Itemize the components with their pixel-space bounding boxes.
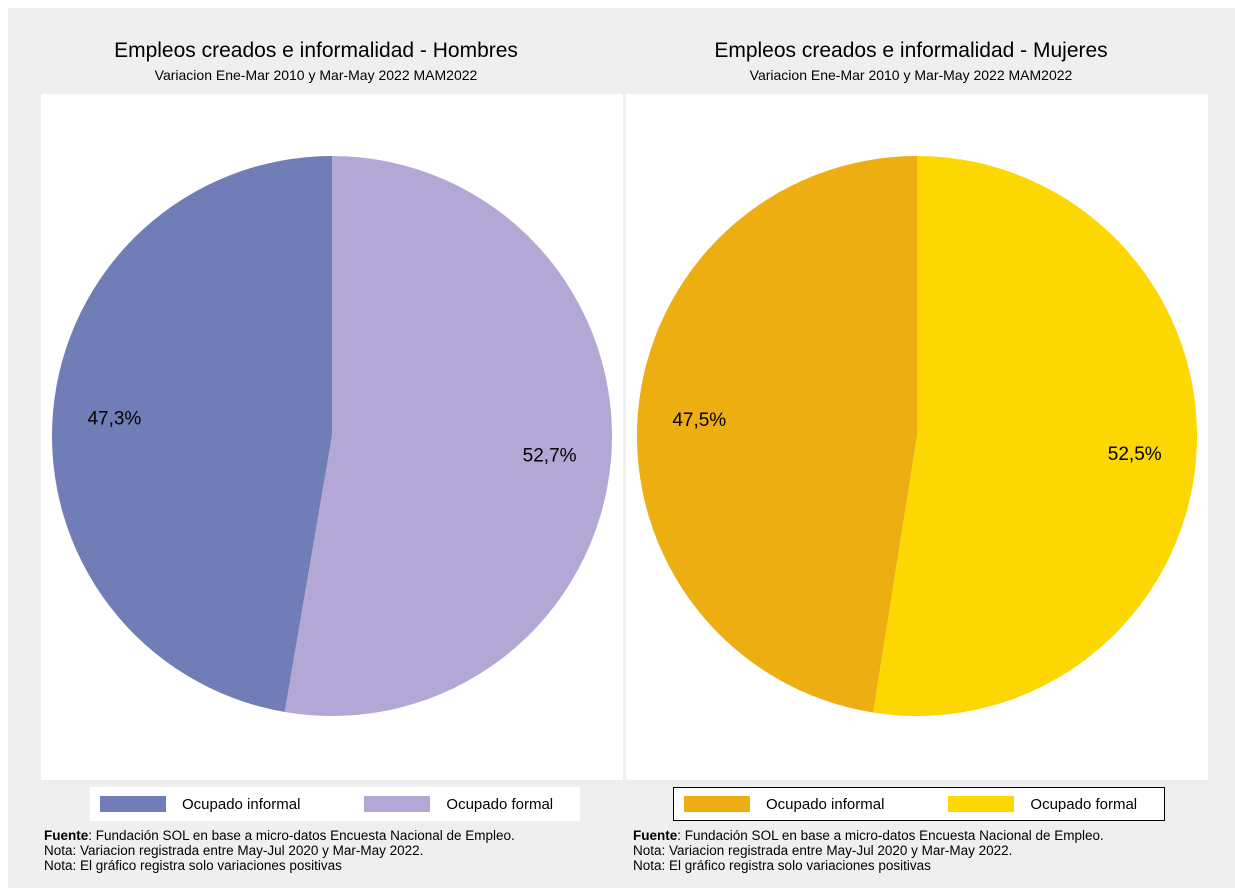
legend-item-informal: Ocupado informal [674,796,884,813]
chart-subtitle: Variacion Ene-Mar 2010 y Mar-May 2022 MA… [154,67,478,83]
chart-subtitle: Variacion Ene-Mar 2010 y Mar-May 2022 MA… [749,67,1073,83]
pie-slice-informal [51,156,333,712]
legend-label-formal: Ocupado formal [1030,795,1138,813]
fuente-label: Fuente [633,828,678,843]
source-notes: Fuente: Fundación SOL en base a micro-da… [633,828,1233,873]
pie-data-label-informal: 47,5% [672,410,726,431]
nota-1: Nota: Variacion registrada entre May-Jul… [633,843,1013,858]
chart-title: Empleos creados e informalidad - Hombres [114,39,518,62]
pie-data-label-formal: 52,7% [523,446,577,467]
pie-data-label-formal: 52,5% [1108,444,1162,465]
legend-item-formal: Ocupado formal [354,796,553,813]
source-notes: Fuente: Fundación SOL en base a micro-da… [44,828,644,873]
legend-item-formal: Ocupado formal [938,796,1137,813]
pie-slice-formal [873,156,1198,717]
fuente-label: Fuente [44,828,89,843]
nota-1: Nota: Variacion registrada entre May-Jul… [44,843,424,858]
pie-slice-formal [284,156,612,716]
pie-data-label-informal: 47,3% [87,408,141,429]
pie-chart-hombres: 47,3% 52,7% [51,156,612,716]
pie-slice-informal [637,156,917,713]
legend-label-informal: Ocupado informal [182,795,301,813]
nota-2: Nota: El gráfico registra solo variacion… [633,858,931,873]
legend-label-informal: Ocupado informal [766,795,885,813]
legend-swatch-formal [364,796,431,812]
nota-2: Nota: El gráfico registra solo variacion… [44,858,342,873]
chart-title: Empleos creados e informalidad - Mujeres [714,39,1108,62]
figure-background: Empleos creados e informalidad - Hombres… [8,8,1235,888]
legend-swatch-informal [684,796,750,812]
chart-panel-hombres: Empleos creados e informalidad - Hombres… [16,16,623,888]
legend-label-formal: Ocupado formal [446,795,554,813]
pie-chart-mujeres: 47,5% 52,5% [637,156,1198,717]
legend-swatch-informal [100,796,166,812]
legend-item-informal: Ocupado informal [90,796,300,813]
plot-area: 47,3% 52,7% [41,94,623,780]
plot-area: 47,5% 52,5% [626,94,1208,780]
legend: Ocupado informal Ocupado formal [673,787,1165,821]
fuente-text: : Fundación SOL en base a micro-datos En… [677,828,1104,843]
legend: Ocupado informal Ocupado formal [90,787,580,821]
legend-swatch-formal [948,796,1015,812]
fuente-text: : Fundación SOL en base a micro-datos En… [88,828,515,843]
chart-panel-mujeres: Empleos creados e informalidad - Mujeres… [611,16,1211,888]
